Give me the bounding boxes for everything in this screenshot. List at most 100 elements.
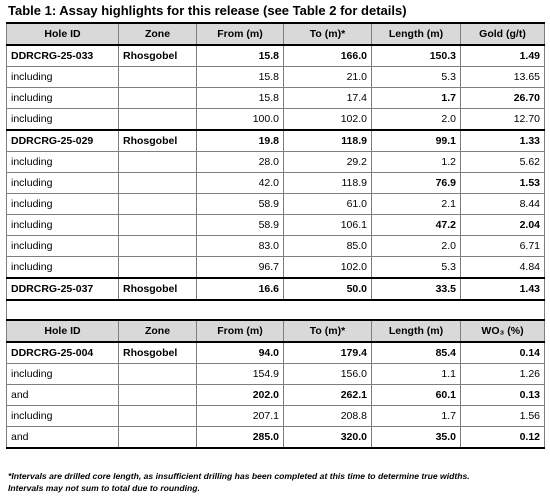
from-cell: 28.0 (196, 151, 284, 173)
grade-cell: 1.49 (460, 44, 545, 67)
interval-row: and 285.0 320.0 35.0 0.12 (6, 426, 545, 449)
grade-cell: 0.12 (460, 426, 545, 449)
length-cell: 1.2 (371, 151, 461, 173)
hole-id-cell: including (6, 66, 119, 88)
gold-rows: DDRCRG-25-033 Rhosgobel 15.8 166.0 150.3 1.49… (6, 44, 545, 301)
hole-id-cell: DDRCRG-25-004 (6, 341, 119, 364)
hole-row: DDRCRG-25-029 Rhosgobel 19.8 118.9 99.1 1.33 (6, 129, 545, 152)
hole-id-cell: including (6, 256, 119, 279)
from-cell: 94.0 (196, 341, 284, 364)
length-cell: 1.7 (371, 87, 461, 109)
to-cell: 21.0 (283, 66, 372, 88)
footnote-line-1: *Intervals are drilled core length, as i… (8, 471, 470, 481)
grade-cell: 1.33 (460, 129, 545, 152)
header-zone: Zone (118, 22, 197, 46)
from-cell: 16.6 (196, 277, 284, 301)
from-cell: 58.9 (196, 214, 284, 236)
grade-cell: 5.62 (460, 151, 545, 173)
to-cell: 179.4 (283, 341, 372, 364)
length-cell: 76.9 (371, 172, 461, 194)
interval-row: including 100.0 102.0 2.0 12.70 (6, 108, 545, 131)
zone-cell: Rhosgobel (118, 129, 197, 152)
header-hole-id: Hole ID (6, 22, 119, 46)
interval-row: and 202.0 262.1 60.1 0.13 (6, 384, 545, 406)
hole-id-cell: including (6, 405, 119, 427)
header-hole-id-2: Hole ID (6, 319, 119, 343)
from-cell: 42.0 (196, 172, 284, 194)
to-cell: 156.0 (283, 363, 372, 385)
interval-row: including 15.8 17.4 1.7 26.70 (6, 87, 545, 109)
hole-row: DDRCRG-25-004 Rhosgobel 94.0 179.4 85.4 0.14 (6, 341, 545, 364)
length-cell: 5.3 (371, 66, 461, 88)
from-cell: 58.9 (196, 193, 284, 215)
hole-id-cell: including (6, 214, 119, 236)
grade-cell: 12.70 (460, 108, 545, 131)
hole-id-cell: DDRCRG-25-033 (6, 44, 119, 67)
zone-cell (118, 108, 197, 131)
hole-row: DDRCRG-25-033 Rhosgobel 15.8 166.0 150.3 1.49 (6, 44, 545, 67)
zone-cell: Rhosgobel (118, 44, 197, 67)
header-zone-2: Zone (118, 319, 197, 343)
from-cell: 100.0 (196, 108, 284, 131)
grade-cell: 0.13 (460, 384, 545, 406)
to-cell: 17.4 (283, 87, 372, 109)
length-cell: 1.7 (371, 405, 461, 427)
grade-cell: 13.65 (460, 66, 545, 88)
interval-row: including 96.7 102.0 5.3 4.84 (6, 256, 545, 279)
hole-row: DDRCRG-25-037 Rhosgobel 16.6 50.0 33.5 1.43 (6, 277, 545, 301)
zone-cell (118, 256, 197, 279)
zone-cell (118, 235, 197, 257)
zone-cell (118, 87, 197, 109)
to-cell: 50.0 (283, 277, 372, 301)
to-cell: 102.0 (283, 108, 372, 131)
from-cell: 19.8 (196, 129, 284, 152)
length-cell: 2.0 (371, 108, 461, 131)
zone-cell: Rhosgobel (118, 341, 197, 364)
zone-cell (118, 172, 197, 194)
from-cell: 15.8 (196, 44, 284, 67)
from-cell: 15.8 (196, 66, 284, 88)
length-cell: 150.3 (371, 44, 461, 67)
length-cell: 33.5 (371, 277, 461, 301)
hole-id-cell: and (6, 384, 119, 406)
from-cell: 15.8 (196, 87, 284, 109)
to-cell: 102.0 (283, 256, 372, 279)
interval-row: including 58.9 106.1 47.2 2.04 (6, 214, 545, 236)
zone-cell: Rhosgobel (118, 277, 197, 301)
hole-id-cell: including (6, 87, 119, 109)
grade-cell: 26.70 (460, 87, 545, 109)
hole-id-cell: including (6, 172, 119, 194)
from-cell: 202.0 (196, 384, 284, 406)
zone-cell (118, 363, 197, 385)
interval-row: including 83.0 85.0 2.0 6.71 (6, 235, 545, 257)
to-cell: 29.2 (283, 151, 372, 173)
header-wo3: WO₃ (%) (460, 319, 545, 343)
hole-id-cell: including (6, 363, 119, 385)
zone-cell (118, 384, 197, 406)
from-cell: 207.1 (196, 405, 284, 427)
table-title: Table 1: Assay highlights for this relea… (8, 3, 407, 18)
to-cell: 118.9 (283, 172, 372, 194)
grade-cell: 1.43 (460, 277, 545, 301)
hole-id-cell: including (6, 151, 119, 173)
grade-cell: 2.04 (460, 214, 545, 236)
hole-id-cell: including (6, 193, 119, 215)
to-cell: 208.8 (283, 405, 372, 427)
grade-cell: 0.14 (460, 341, 545, 364)
length-cell: 2.0 (371, 235, 461, 257)
interval-row: including 15.8 21.0 5.3 13.65 (6, 66, 545, 88)
length-cell: 35.0 (371, 426, 461, 449)
to-cell: 320.0 (283, 426, 372, 449)
hole-id-cell: and (6, 426, 119, 449)
tungsten-rows: DDRCRG-25-004 Rhosgobel 94.0 179.4 85.4 0.14 i… (6, 341, 545, 449)
length-cell: 47.2 (371, 214, 461, 236)
length-cell: 1.1 (371, 363, 461, 385)
grade-cell: 1.53 (460, 172, 545, 194)
length-cell: 85.4 (371, 341, 461, 364)
to-cell: 166.0 (283, 44, 372, 67)
header-row-tungsten: Hole ID Zone From (m) To (m)* Length (m)… (6, 319, 545, 343)
footnote: *Intervals are drilled core length, as i… (8, 470, 470, 494)
header-to: To (m)* (283, 22, 372, 46)
length-cell: 2.1 (371, 193, 461, 215)
